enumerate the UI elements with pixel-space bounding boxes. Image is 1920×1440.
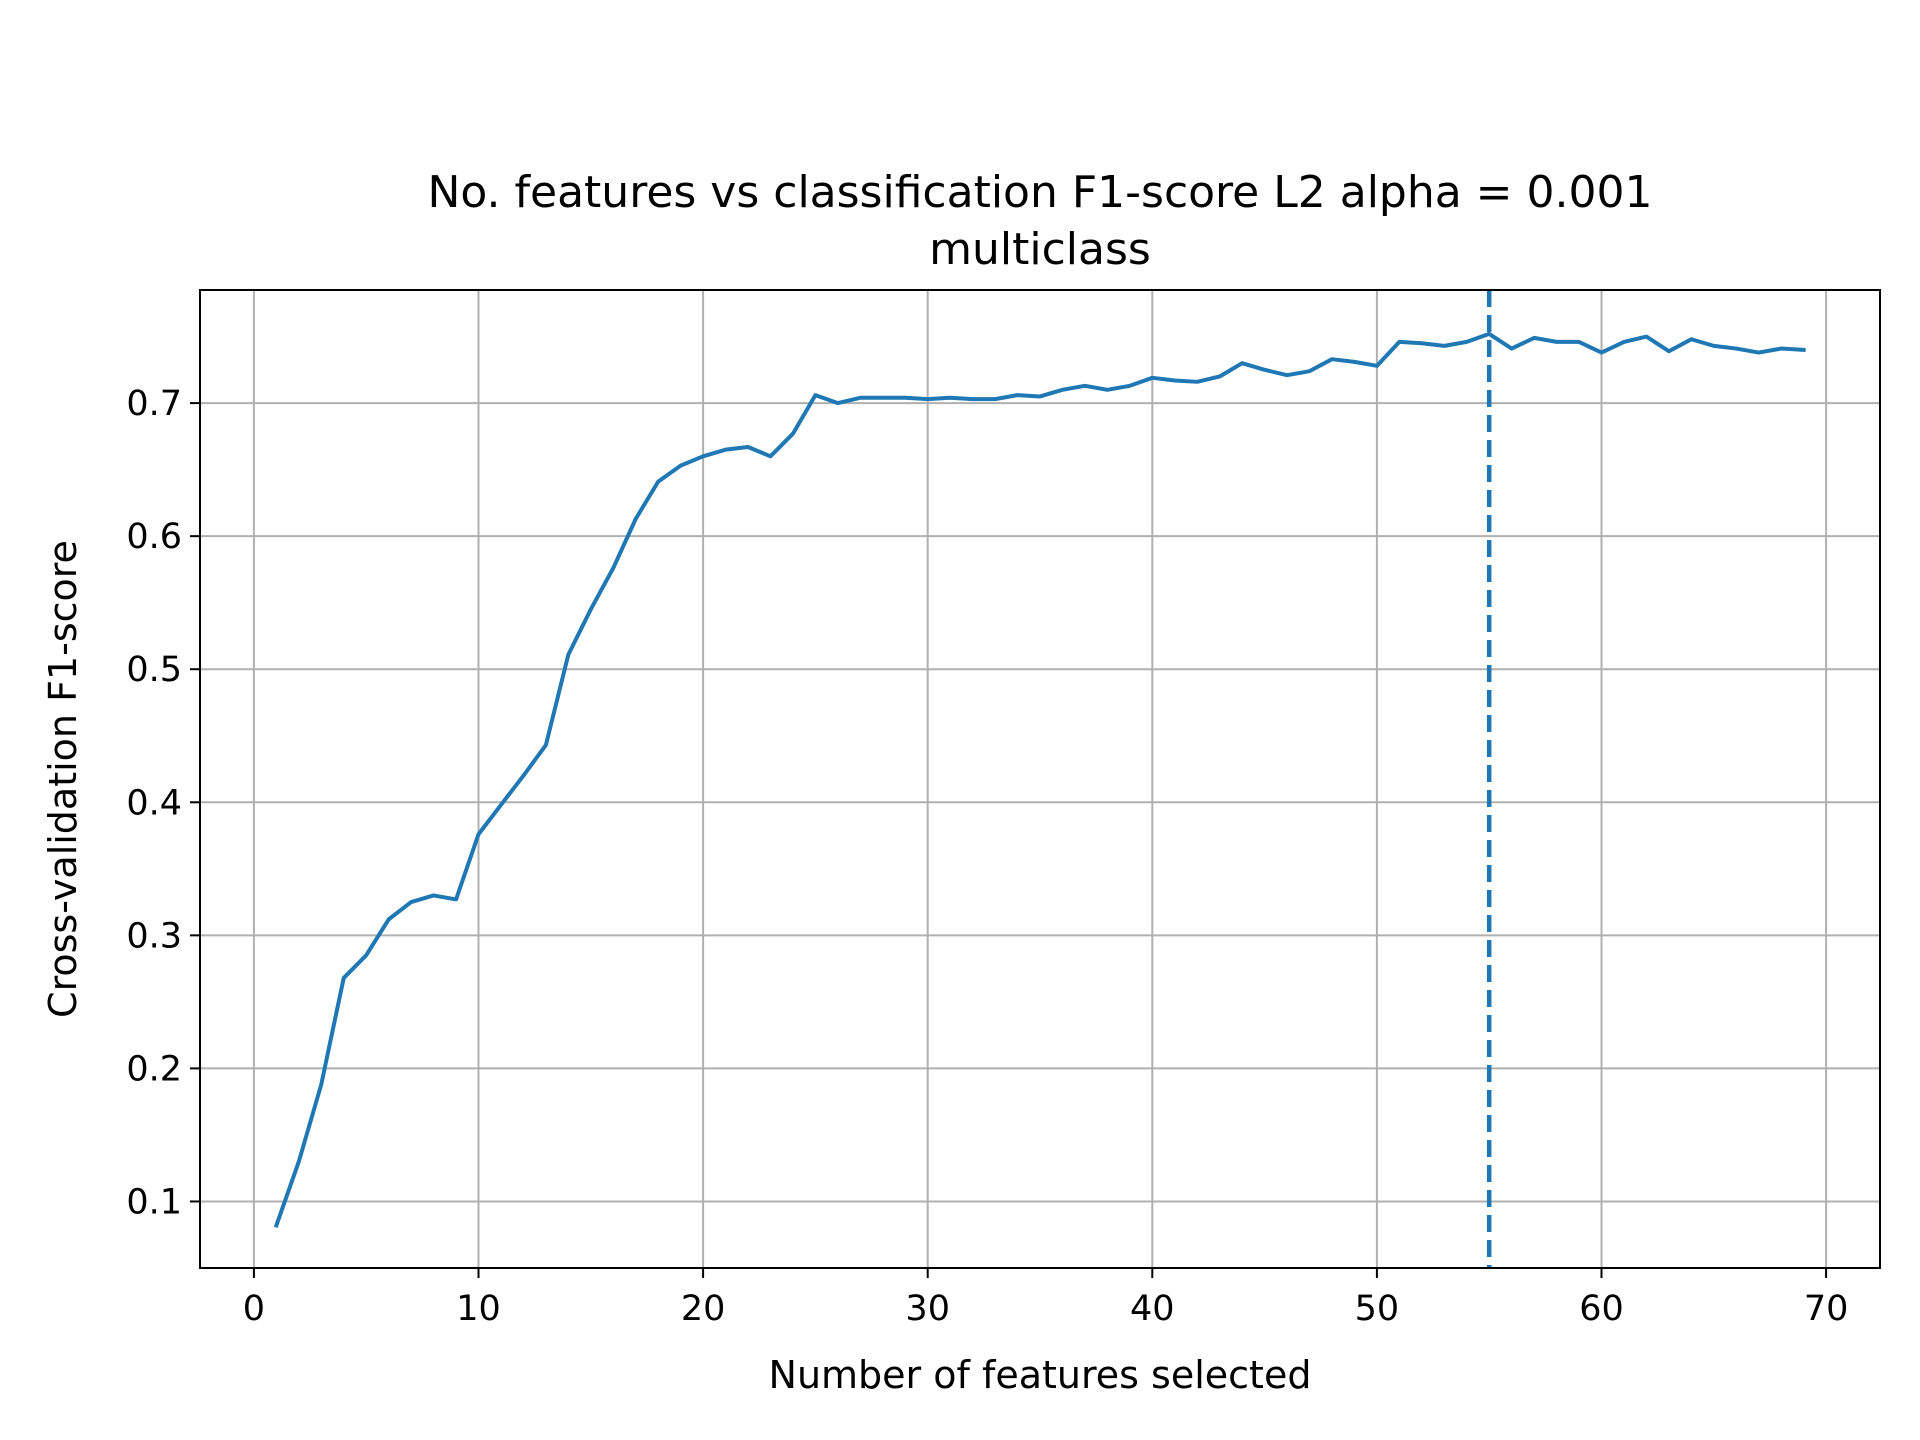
plot-frame <box>199 289 1881 1269</box>
y-tick-label: 0.1 <box>126 1182 182 1222</box>
chart-title: No. features vs classification F1-score … <box>428 167 1653 218</box>
x-tick-label: 40 <box>1130 1289 1175 1329</box>
y-tick-label: 0.2 <box>126 1049 182 1089</box>
y-tick-label: 0.7 <box>126 384 182 424</box>
y-tick-label: 0.6 <box>126 517 182 557</box>
x-tick-label: 60 <box>1579 1289 1624 1329</box>
x-tick-label: 10 <box>456 1289 501 1329</box>
y-tick-label: 0.3 <box>126 916 182 956</box>
chart-subtitle: multiclass <box>929 224 1151 275</box>
x-tick-label: 0 <box>243 1289 265 1329</box>
y-tick-label: 0.5 <box>126 650 182 690</box>
x-tick-label: 50 <box>1355 1289 1400 1329</box>
x-tick-label: 70 <box>1804 1289 1849 1329</box>
x-axis-label: Number of features selected <box>769 1353 1312 1397</box>
y-tick-label: 0.4 <box>126 783 182 823</box>
y-axis-label: Cross-validation F1-score <box>41 540 85 1018</box>
tick-layer: 0 10 20 30 40 50 60 70 0.1 0.2 0.3 0.4 0.5 0.6 0.7 <box>126 384 1848 1329</box>
grid-layer <box>200 290 1880 1268</box>
x-tick-label: 30 <box>905 1289 950 1329</box>
series-layer <box>273 290 1806 1268</box>
x-tick-label: 20 <box>681 1289 726 1329</box>
series-line-0 <box>273 331 1806 1228</box>
